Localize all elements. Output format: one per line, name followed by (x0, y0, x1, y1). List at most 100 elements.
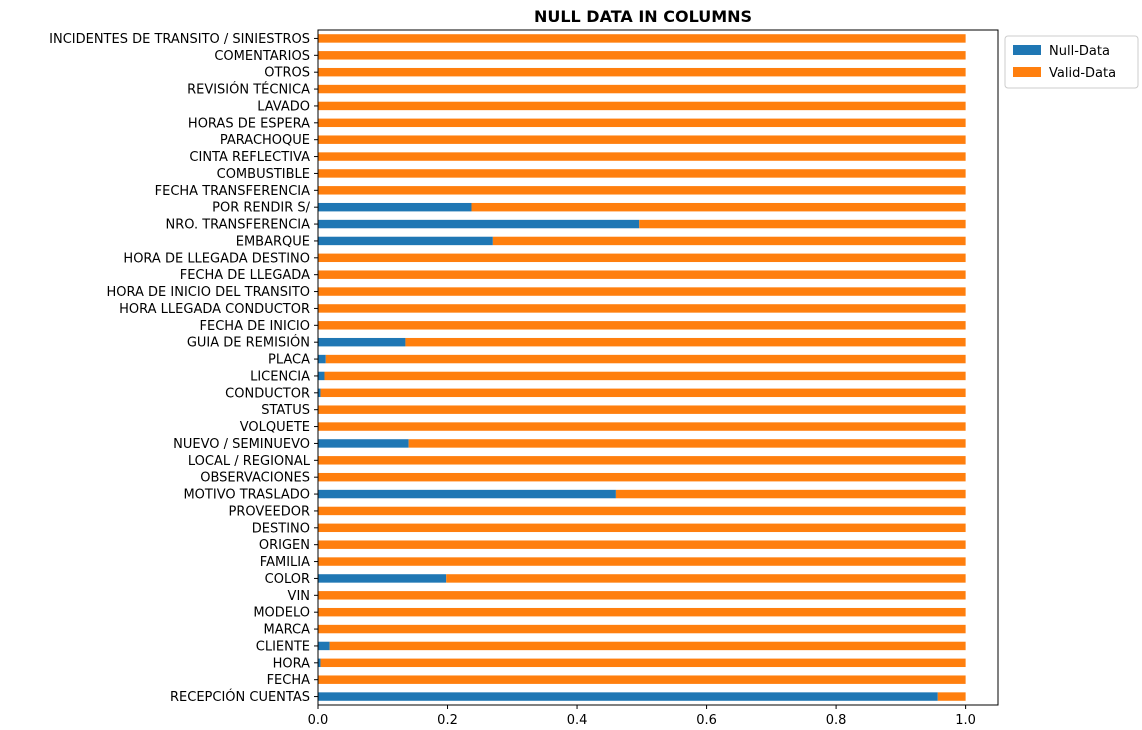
category-label: MARCA (264, 623, 311, 638)
category-label: INCIDENTES DE TRANSITO / SINIESTROS (49, 32, 310, 47)
valid-data-bar-15 (408, 439, 966, 448)
valid-data-bar-26 (318, 253, 966, 263)
valid-data-bar-18 (320, 388, 966, 398)
category-label: POR RENDIR S/ (212, 201, 310, 216)
valid-data-bar-20 (325, 354, 966, 364)
category-label: OTROS (264, 66, 310, 81)
category-label: RECEPCIÓN CUENTAS (170, 689, 310, 705)
category-label: EMBARQUE (236, 234, 310, 249)
category-label: LICENCIA (250, 369, 310, 384)
x-tick-label: 1.0 (955, 713, 976, 728)
valid-data-bar-4 (318, 624, 966, 634)
valid-data-bar-38 (318, 51, 966, 60)
valid-data-bar-23 (318, 304, 966, 313)
category-label: REVISIÓN TÉCNICA (187, 82, 310, 98)
null-data-bar-2 (318, 658, 321, 668)
valid-data-bar-11 (318, 506, 966, 516)
valid-data-bar-30 (318, 186, 966, 195)
category-label: HORA DE LLEGADA DESTINO (123, 251, 310, 266)
category-label: GUIA DE REMISIÓN (187, 335, 310, 351)
category-label: PROVEEDOR (229, 504, 310, 519)
category-label: NRO. TRANSFERENCIA (165, 218, 310, 233)
category-label: VOLQUETE (240, 420, 310, 435)
valid-data-bar-27 (492, 236, 966, 246)
category-label: FECHA DE INICIO (200, 319, 310, 334)
valid-data-bar-6 (318, 591, 966, 600)
valid-data-bar-17 (318, 405, 966, 414)
x-tick-label: 0.4 (567, 713, 588, 728)
null-data-bar-28 (318, 219, 640, 229)
category-label: FECHA (267, 673, 311, 688)
valid-data-bar-29 (471, 202, 966, 212)
category-label: LOCAL / REGIONAL (188, 454, 311, 469)
valid-data-bar-10 (318, 523, 966, 533)
null-data-bar-15 (318, 439, 409, 448)
valid-data-bar-25 (318, 270, 966, 279)
valid-data-bar-13 (318, 472, 966, 482)
x-tick-label: 0.0 (308, 713, 329, 728)
category-label: STATUS (261, 403, 310, 418)
valid-data-bar-8 (318, 557, 966, 566)
category-label: CLIENTE (256, 639, 310, 654)
valid-data-bar-19 (324, 371, 966, 381)
category-label: CINTA REFLECTIVA (189, 150, 310, 165)
null-data-bar-19 (318, 371, 325, 381)
valid-data-bar-24 (318, 287, 966, 296)
valid-data-bar-2 (320, 658, 966, 668)
category-label: HORA DE INICIO DEL TRANSITO (107, 285, 311, 300)
x-tick-label: 0.8 (826, 713, 847, 728)
valid-data-bar-35 (318, 101, 966, 111)
bars-group (318, 34, 966, 701)
category-label: COMBUSTIBLE (217, 167, 310, 182)
category-label: COMENTARIOS (214, 49, 310, 64)
category-label: PLACA (268, 353, 310, 368)
null-data-bar-0 (318, 692, 938, 701)
valid-data-bar-14 (318, 456, 966, 465)
valid-data-bar-21 (405, 337, 966, 347)
null-data-bar-7 (318, 574, 447, 583)
legend: Null-Data Valid-Data (1004, 35, 1139, 89)
valid-data-bar-28 (639, 219, 966, 229)
chart-title: NULL DATA IN COLUMNS (534, 7, 752, 26)
valid-data-bar-16 (318, 422, 966, 431)
x-axis-ticks: 0.0 0.2 0.4 0.6 0.8 1.0 (308, 705, 976, 728)
null-data-bar-18 (318, 388, 321, 398)
valid-data-bar-7 (446, 574, 966, 583)
category-label: ORIGEN (259, 538, 310, 553)
valid-data-bar-36 (318, 84, 966, 94)
category-label: DESTINO (252, 521, 310, 536)
category-label: OBSERVACIONES (200, 471, 310, 486)
valid-data-bar-3 (329, 641, 966, 651)
valid-data-bar-39 (318, 34, 966, 43)
category-label: MODELO (253, 606, 310, 621)
x-tick-label: 0.2 (437, 713, 458, 728)
category-label: PARACHOQUE (220, 133, 310, 148)
plot-frame (317, 29, 999, 706)
category-label: HORA (273, 656, 311, 671)
null-data-bar-27 (318, 236, 493, 246)
valid-data-bar-32 (318, 152, 966, 161)
legend-swatch (1013, 45, 1041, 55)
legend-label: Null-Data (1049, 44, 1110, 59)
valid-data-bar-37 (318, 67, 966, 77)
legend-swatch (1013, 67, 1041, 77)
category-label: CONDUCTOR (225, 386, 310, 401)
valid-data-bar-31 (318, 169, 966, 178)
category-label: VIN (288, 589, 310, 604)
category-label: FECHA DE LLEGADA (180, 268, 310, 283)
null-data-bar-20 (318, 354, 326, 364)
legend-label: Valid-Data (1049, 66, 1116, 81)
null-data-bar-12 (318, 489, 616, 499)
valid-data-bar-5 (318, 607, 966, 617)
valid-data-bar-12 (615, 489, 966, 499)
category-label: LAVADO (257, 99, 310, 114)
valid-data-bar-33 (318, 135, 966, 144)
valid-data-bar-22 (318, 321, 966, 330)
null-data-bar-29 (318, 202, 472, 212)
category-label: FECHA TRANSFERENCIA (155, 184, 310, 199)
valid-data-bar-1 (318, 675, 966, 684)
x-tick-label: 0.6 (696, 713, 717, 728)
category-label: NUEVO / SEMINUEVO (173, 437, 310, 452)
